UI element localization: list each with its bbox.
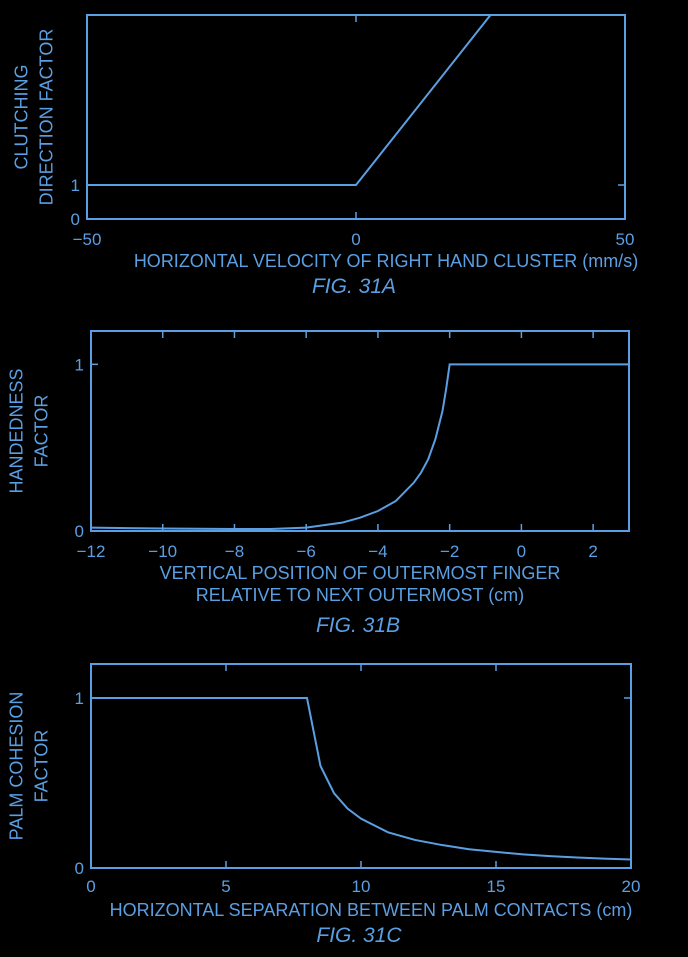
- x-tick-label: 10: [352, 877, 371, 896]
- figure-label: FIG. 31C: [316, 924, 402, 947]
- x-tick-label: −8: [225, 542, 244, 561]
- x-tick-label: −10: [148, 542, 177, 561]
- figure-label: FIG. 31B: [316, 614, 400, 637]
- x-tick-label: 15: [487, 877, 506, 896]
- x-axis-label: HORIZONTAL SEPARATION BETWEEN PALM CONTA…: [110, 900, 633, 920]
- y-axis-label: FACTOR: [32, 730, 52, 803]
- x-tick-label: 20: [622, 877, 641, 896]
- y-axis-label: PALM COHESION: [7, 692, 27, 841]
- y-tick-label: 0: [75, 859, 84, 878]
- y-tick-label: 1: [75, 355, 84, 374]
- y-tick-label: 1: [75, 689, 84, 708]
- x-tick-label: 0: [86, 877, 95, 896]
- x-tick-label: −50: [73, 230, 102, 249]
- plot-frame: [91, 664, 631, 868]
- y-axis-label: CLUTCHING: [12, 64, 32, 169]
- y-axis-label: DIRECTION FACTOR: [37, 29, 57, 206]
- x-tick-label: 50: [616, 230, 635, 249]
- y-tick-label: 0: [71, 210, 80, 229]
- x-tick-label: −6: [297, 542, 316, 561]
- x-tick-label: 5: [221, 877, 230, 896]
- x-tick-label: −4: [368, 542, 387, 561]
- chart-panel-3: 0 5 10 15 20 0 1 PALM COHESIONFACTOR HORIZONTAL …: [7, 664, 641, 947]
- x-tick-label: 0: [517, 542, 526, 561]
- series-line-1: [87, 15, 625, 185]
- y-tick-label: 1: [71, 176, 80, 195]
- plot-frame: [91, 331, 629, 531]
- y-tick-label: 0: [75, 522, 84, 541]
- x-tick-label: 2: [588, 542, 597, 561]
- x-axis-label: VERTICAL POSITION OF OUTERMOST FINGER: [160, 563, 561, 583]
- series-line-1: [91, 364, 629, 529]
- x-axis-label: RELATIVE TO NEXT OUTERMOST (cm): [196, 585, 524, 605]
- x-tick-label: −2: [440, 542, 459, 561]
- plot-frame: [87, 15, 625, 219]
- figure-label: FIG. 31A: [312, 275, 396, 298]
- x-axis-label: HORIZONTAL VELOCITY OF RIGHT HAND CLUSTE…: [134, 251, 638, 271]
- chart-panel-2: −12 −10 −8 −6 −4 −2 0 2 0 1 HANDEDNESSFACTOR VERTIC…: [7, 331, 630, 637]
- chart-panel-1: −5005001CLUTCHINGDIRECTION FACTORHORIZON…: [12, 15, 639, 298]
- x-tick-label: 0: [351, 230, 360, 249]
- series-line-1: [91, 698, 631, 860]
- y-axis-label: FACTOR: [32, 395, 52, 468]
- y-axis-label: HANDEDNESS: [7, 368, 27, 493]
- x-tick-label: −12: [77, 542, 106, 561]
